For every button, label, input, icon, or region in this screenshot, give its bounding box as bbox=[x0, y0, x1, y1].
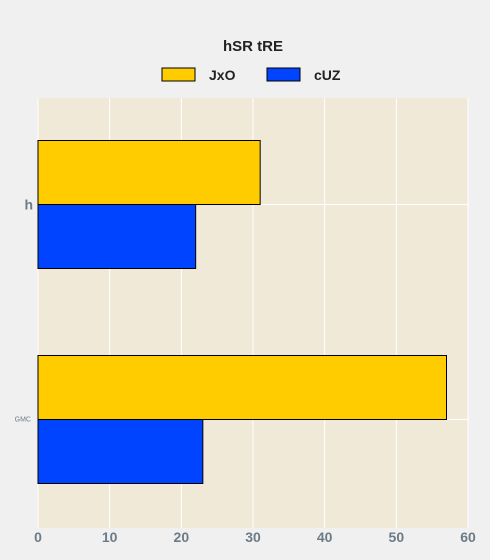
bar-JxO-h bbox=[37, 140, 261, 205]
legend-label-JxO: JxO bbox=[209, 67, 236, 83]
x-tick-label: 30 bbox=[245, 529, 261, 545]
legend-swatch-cUZ bbox=[266, 67, 301, 82]
legend-swatch-JxO bbox=[161, 67, 196, 82]
x-tick-label: 0 bbox=[34, 529, 42, 545]
bar-JxO-GMC bbox=[37, 355, 447, 420]
y-tick-label: h bbox=[24, 197, 33, 213]
y-tick-label: GMC bbox=[15, 417, 31, 424]
bar-cUZ-h bbox=[37, 204, 197, 269]
x-tick-label: 10 bbox=[102, 529, 118, 545]
bars bbox=[37, 140, 447, 484]
legend-label-cUZ: cUZ bbox=[314, 67, 341, 83]
x-tick-label: 40 bbox=[317, 529, 333, 545]
x-tick-label: 50 bbox=[389, 529, 405, 545]
legend: JxO cUZ bbox=[161, 67, 341, 83]
chart-title: hSR tRE bbox=[223, 38, 283, 55]
x-tick-label: 20 bbox=[174, 529, 190, 545]
x-axis-ticks: 0 10 20 30 40 50 60 bbox=[34, 529, 476, 545]
y-axis-ticks: h GMC bbox=[15, 197, 33, 424]
x-tick-label: 60 bbox=[460, 529, 476, 545]
bar-cUZ-GMC bbox=[37, 419, 204, 484]
